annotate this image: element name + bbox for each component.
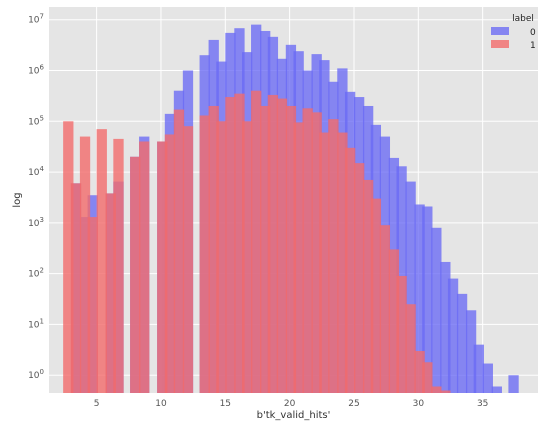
legend-swatch-series-0 xyxy=(491,27,509,35)
bar-series-0 xyxy=(456,293,468,393)
bar-series-1 xyxy=(63,121,74,394)
bar-series-1 xyxy=(440,390,451,393)
bar-series-1 xyxy=(267,94,279,393)
bar-series-1 xyxy=(370,198,382,393)
bar-series-1 xyxy=(130,156,141,393)
bar-series-1 xyxy=(96,129,107,393)
bar-series-0 xyxy=(482,363,493,393)
bar-series-1 xyxy=(242,121,253,394)
bar-series-1 xyxy=(216,121,227,394)
bar-series-1 xyxy=(276,98,288,393)
bar-series-1 xyxy=(302,108,313,393)
bar-series-1 xyxy=(260,105,271,394)
bar-series-1 xyxy=(225,97,236,393)
bar-series-1 xyxy=(79,136,91,393)
bar-series-1 xyxy=(337,132,348,394)
x-tick-label: 15 xyxy=(220,399,231,409)
bar-series-1 xyxy=(293,122,304,394)
bar-series-1 xyxy=(208,105,219,394)
bar-series-1 xyxy=(139,141,150,393)
y-tick-label: 101 xyxy=(28,317,44,330)
x-tick-label: 25 xyxy=(348,399,359,409)
bar-series-1 xyxy=(422,362,433,393)
bar-series-1 xyxy=(379,225,391,393)
bar-series-1 xyxy=(157,141,168,393)
y-tick-label: 106 xyxy=(28,63,44,76)
x-tick-label: 30 xyxy=(413,399,425,409)
bar-series-1 xyxy=(344,147,356,393)
bar-series-1 xyxy=(234,93,245,394)
y-tick-label: 107 xyxy=(28,13,44,26)
bar-series-1 xyxy=(311,112,322,393)
bar-series-0 xyxy=(440,261,451,393)
bar-series-1 xyxy=(414,350,425,393)
y-tick-label: 102 xyxy=(28,267,44,280)
bar-series-1 xyxy=(431,386,442,393)
bar-series-1 xyxy=(182,126,194,393)
legend-swatch-series-1 xyxy=(491,40,509,48)
legend: label 0 1 xyxy=(491,14,536,51)
y-tick-label: 104 xyxy=(28,165,44,178)
bar-series-1 xyxy=(328,119,339,393)
x-tick-label: 35 xyxy=(477,399,488,409)
bar-series-1 xyxy=(388,249,400,393)
bar-series-0 xyxy=(414,204,425,393)
bar-series-0 xyxy=(422,206,433,393)
bar-series-0 xyxy=(491,386,502,393)
bar-series-1 xyxy=(405,304,416,393)
y-tick-label: 100 xyxy=(28,368,44,381)
bar-series-1 xyxy=(285,105,297,394)
bar-series-1 xyxy=(199,115,210,393)
legend-label-series-0: 0 xyxy=(530,28,536,38)
x-tick-label: 5 xyxy=(94,399,100,409)
x-tick-label: 20 xyxy=(284,399,296,409)
bar-series-0 xyxy=(465,310,477,393)
tick-labels: 5 10 15 20 25 30 35 100 101 102 103 104 105 106 107 xyxy=(28,13,488,409)
bar-series-0 xyxy=(473,344,484,393)
y-tick-label: 103 xyxy=(28,216,44,229)
bar-series-1 xyxy=(70,183,82,393)
y-tick-label: 105 xyxy=(28,114,44,127)
bar-series-0 xyxy=(508,375,519,393)
bar-series-0 xyxy=(447,278,459,393)
legend-label-series-1: 1 xyxy=(530,41,536,51)
bars-group xyxy=(63,24,519,394)
bar-series-1 xyxy=(87,217,98,393)
bar-series-1 xyxy=(362,179,374,393)
bar-series-1 xyxy=(353,163,365,393)
bar-series-1 xyxy=(164,134,176,393)
bar-series-1 xyxy=(396,275,407,393)
x-axis-label: b'tk_valid_hits' xyxy=(257,410,331,421)
bar-series-1 xyxy=(251,90,262,394)
bar-series-1 xyxy=(105,193,116,393)
legend-title: label xyxy=(512,14,534,24)
bar-series-0 xyxy=(405,181,416,393)
bar-series-0 xyxy=(431,227,442,393)
y-axis-label: log xyxy=(12,192,23,207)
bar-series-1 xyxy=(113,138,124,393)
bar-series-1 xyxy=(173,109,185,394)
x-tick-label: 10 xyxy=(155,399,167,409)
bar-series-1 xyxy=(319,132,330,394)
